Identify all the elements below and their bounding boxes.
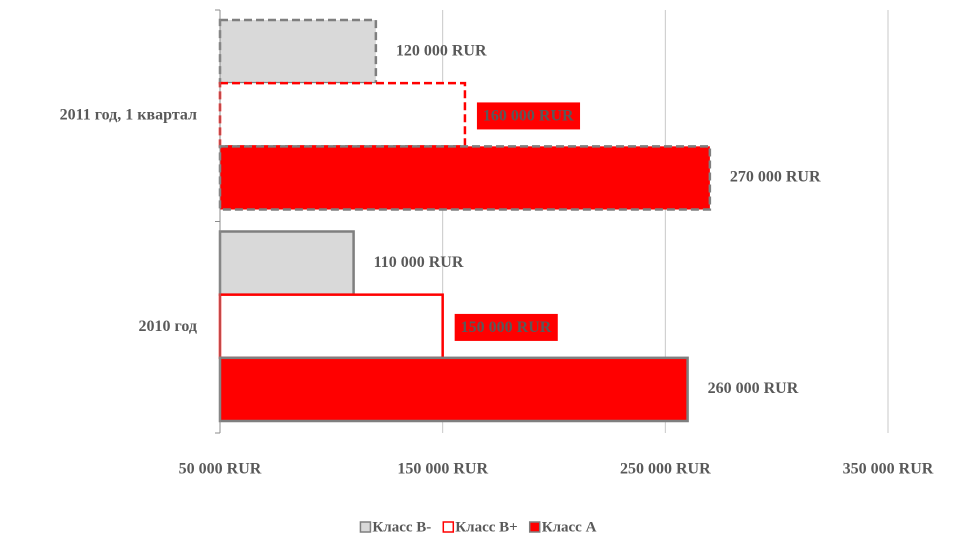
bar xyxy=(218,293,444,360)
legend-swatch xyxy=(528,521,541,533)
legend-label: Класс A xyxy=(542,519,597,535)
category-label: 2010 год xyxy=(139,318,198,335)
value-label: 270 000 RUR xyxy=(730,169,821,186)
value-label: 150 000 RUR xyxy=(461,319,552,336)
value-label: 160 000 RUR xyxy=(483,107,574,124)
legend-label: Класс B+ xyxy=(455,519,517,535)
legend: Класс B- Класс B+ Класс A xyxy=(359,519,597,535)
value-label: 260 000 RUR xyxy=(708,380,799,397)
bar xyxy=(218,356,689,423)
bar xyxy=(218,230,355,296)
x-tick-label: 150 000 RUR xyxy=(397,461,488,478)
x-tick-label: 350 000 RUR xyxy=(843,461,934,478)
value-label-box xyxy=(454,313,558,341)
bar xyxy=(218,81,467,148)
value-label-group: 160 000 RUR xyxy=(476,102,581,130)
bar xyxy=(218,18,378,85)
value-label: 120 000 RUR xyxy=(396,42,487,59)
x-tick-label: 50 000 RUR xyxy=(179,461,262,478)
value-label: 110 000 RUR xyxy=(374,254,464,271)
value-label-group: 150 000 RUR xyxy=(454,313,558,341)
value-label-box xyxy=(476,102,581,130)
legend-swatch xyxy=(359,521,372,533)
legend-swatch xyxy=(442,521,455,533)
x-tick-label: 250 000 RUR xyxy=(620,461,711,478)
bar xyxy=(218,145,712,211)
legend-label: Класс B- xyxy=(372,519,431,535)
category-label: 2011 год, 1 квартал xyxy=(60,106,197,123)
